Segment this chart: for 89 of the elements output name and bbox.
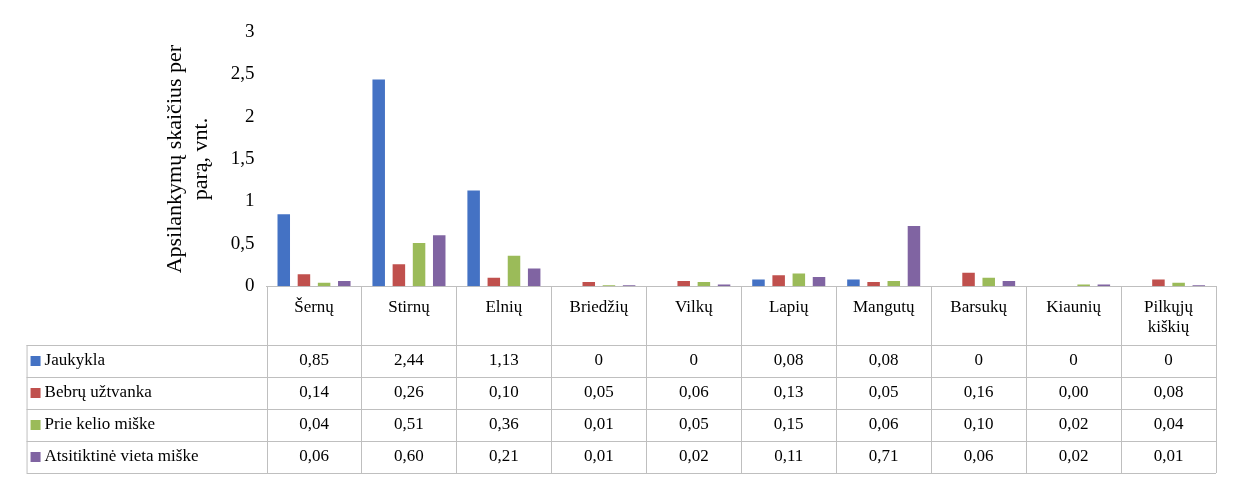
data-label: 0,06 — [963, 446, 994, 466]
bar — [412, 242, 426, 287]
data-label: 0,71 — [868, 446, 899, 466]
bar — [907, 226, 921, 287]
bar — [297, 274, 311, 287]
data-label: 0,36 — [489, 414, 519, 434]
y-tick-label: 1 — [245, 189, 255, 211]
data-label: 0,26 — [394, 382, 424, 402]
bar — [582, 281, 596, 287]
bar — [1002, 281, 1016, 287]
data-label: 0,14 — [299, 382, 330, 402]
bar — [697, 281, 711, 287]
bar — [1152, 279, 1165, 287]
y-tick-label: 0,5 — [230, 231, 255, 253]
data-label: 0,01 — [583, 446, 614, 466]
data-label: 0,16 — [963, 382, 994, 402]
x-tick-label: Elnių — [485, 296, 523, 316]
data-label: 0,60 — [394, 446, 424, 466]
bar — [867, 281, 880, 287]
data-label: 0,08 — [1153, 382, 1184, 402]
bar — [792, 273, 806, 287]
data-label: 0,05 — [678, 414, 709, 434]
y-tick-label: 0 — [245, 274, 255, 296]
bar — [962, 272, 975, 287]
x-tick-label: Šernų — [294, 296, 335, 316]
data-label: 0,04 — [299, 414, 330, 434]
data-label: 0,08 — [773, 350, 804, 370]
data-label: 0 — [1164, 350, 1173, 370]
data-label: 0,13 — [773, 382, 804, 402]
bar — [487, 277, 501, 287]
data-label: 0 — [594, 350, 604, 370]
data-label: 0,02 — [1058, 446, 1089, 466]
bar — [338, 281, 351, 287]
x-tick-label: Mangutų — [853, 296, 915, 316]
data-label: 0,00 — [1058, 382, 1089, 402]
x-tick-label: Kiaunių — [1046, 296, 1102, 316]
data-label: 0,06 — [299, 446, 329, 466]
data-label: 0,85 — [299, 350, 329, 370]
bar — [467, 190, 480, 287]
bar — [527, 268, 541, 287]
data-label: 0,05 — [583, 382, 614, 402]
x-tick-label: Vilkų — [674, 296, 714, 316]
bar — [507, 255, 521, 287]
bar — [847, 279, 860, 287]
data-label: 0,11 — [774, 446, 804, 466]
data-label: 0,02 — [678, 446, 709, 466]
data-label: 0 — [1069, 350, 1078, 370]
bar — [432, 235, 446, 287]
y-tick-label: 3 — [245, 19, 255, 41]
legend-label: Bebrų užtvanka — [44, 382, 153, 402]
bar — [372, 79, 385, 287]
y-axis-title: Apsilankymų skaičius per parą, vnt. — [160, 44, 213, 274]
bar — [677, 281, 690, 287]
data-label: 0,02 — [1058, 414, 1089, 434]
data-label: 0,01 — [583, 414, 614, 434]
y-tick-label: 2,5 — [230, 62, 255, 84]
data-label: 0,04 — [1153, 414, 1184, 434]
data-label: 2,44 — [394, 350, 425, 370]
data-label: 0,10 — [489, 382, 519, 402]
data-label: 0,08 — [868, 350, 899, 370]
x-tick-label: Barsukų — [950, 296, 1008, 316]
x-tick-label: Briedžių — [569, 296, 629, 316]
y-tick-label: 1,5 — [230, 147, 255, 169]
data-label: 0,21 — [489, 446, 519, 466]
data-label: 0,06 — [868, 414, 899, 434]
bar — [887, 281, 901, 287]
data-label: 0 — [974, 350, 983, 370]
legend-label: Atsitiktinė vieta miške — [44, 446, 199, 466]
bar — [752, 279, 765, 287]
legend-label: Jaukykla — [44, 350, 106, 370]
data-label: 0,15 — [773, 414, 804, 434]
bar — [392, 264, 406, 287]
data-label: 0,05 — [868, 382, 899, 402]
data-label: 1,13 — [489, 350, 519, 370]
data-label: 0,06 — [678, 382, 709, 402]
x-tick-label: Lapių — [768, 296, 810, 316]
y-tick-label: 2 — [245, 104, 255, 126]
data-label: 0,51 — [394, 414, 424, 434]
bar — [1172, 282, 1185, 287]
legend-label: Prie kelio miške — [44, 414, 156, 434]
data-label: 0 — [689, 350, 699, 370]
x-tick-label: Pilkųjų kiškių — [1143, 296, 1194, 337]
x-tick-label: Stirnų — [388, 296, 431, 316]
data-label: 0,01 — [1153, 446, 1184, 466]
bar — [812, 276, 826, 287]
data-label: 0,10 — [963, 414, 994, 434]
bar — [772, 275, 785, 287]
bar — [982, 277, 995, 287]
bar — [277, 214, 291, 287]
